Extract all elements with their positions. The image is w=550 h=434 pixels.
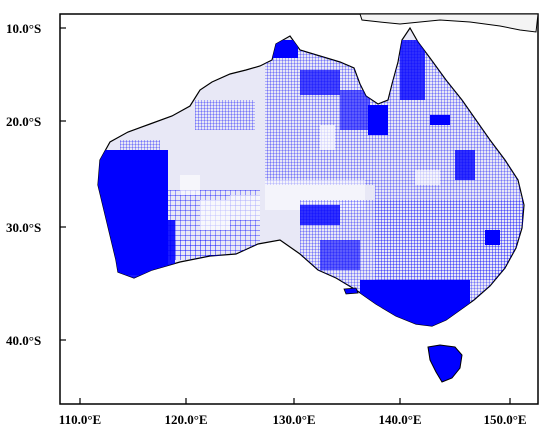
- x-tick-label: 110.0°E: [59, 412, 101, 427]
- x-tick-label: 140.0°E: [378, 412, 421, 427]
- y-tick-label: 10.0°S: [6, 21, 41, 36]
- tasmania: [427, 344, 463, 383]
- y-axis: 10.0°S 20.0°S 30.0°S 40.0°S: [6, 21, 66, 348]
- x-tick-label: 120.0°E: [164, 412, 207, 427]
- y-tick-label: 20.0°S: [6, 114, 41, 129]
- new-guinea-coast: [359, 13, 539, 33]
- y-tick-label: 40.0°S: [6, 333, 41, 348]
- y-tick-label: 30.0°S: [6, 220, 41, 235]
- x-axis: 110.0°E 120.0°E 130.0°E 140.0°E 150.0°E: [59, 398, 527, 427]
- kangaroo-island: [343, 287, 359, 295]
- x-tick-label: 150.0°E: [483, 412, 526, 427]
- x-tick-label: 130.0°E: [272, 412, 315, 427]
